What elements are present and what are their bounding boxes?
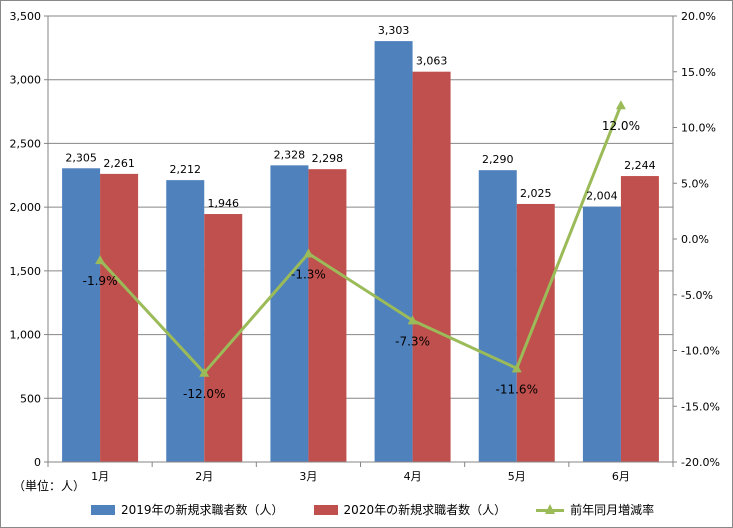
legend-label-2020: 2020年の新規求職者数（人） [343, 503, 507, 517]
y2-tick-label: 10.0% [681, 122, 716, 135]
bar-value-label: 3,303 [378, 24, 410, 37]
legend-swatch-rate [536, 503, 565, 515]
rate-marker [511, 363, 522, 373]
x-tick-label: 3月 [299, 470, 317, 483]
legend-label-rate: 前年同月増減率 [570, 503, 655, 517]
bar-value-label: 2,261 [103, 157, 135, 170]
bar [620, 176, 659, 462]
bar [516, 203, 555, 462]
rate-value-label: -12.0% [183, 387, 225, 401]
y2-tick-label: -5.0% [681, 289, 713, 302]
y2-tick-label: 20.0% [681, 10, 716, 23]
y2-tick-label: 0.0% [681, 233, 709, 246]
legend-swatch-2020 [313, 504, 338, 515]
rate-value-label: -1.9% [83, 274, 118, 288]
rate-marker [407, 315, 418, 325]
y-tick-label: 1,000 [10, 329, 42, 342]
legend-swatch-2019 [91, 504, 115, 515]
bar [100, 173, 139, 462]
data-labels: 2,305 2,212 2,328 3,303 2,290 2,004 2,261 1,946… [65, 24, 655, 401]
axes: 0 500 1,000 1,500 2,000 2,500 3,000 3,500 -20.0%… [10, 10, 720, 483]
bar-value-label: 2,328 [274, 148, 306, 161]
legend-item-2019: 2019年の新規求職者数（人） [91, 501, 284, 518]
rate-value-label: -1.3% [291, 267, 326, 281]
bar [62, 168, 101, 462]
y2-tick-label: -10.0% [681, 345, 720, 358]
bar-value-label: 2,298 [312, 152, 344, 165]
rate-value-label: -11.6% [496, 382, 538, 396]
bar [582, 206, 621, 462]
bar-value-label: 2,004 [586, 190, 618, 203]
bar-value-label: 2,290 [482, 153, 514, 166]
rate-marker [199, 367, 210, 377]
y2-tick-label: 15.0% [681, 66, 716, 79]
y-tick-label: 3,000 [10, 74, 42, 87]
bar-value-label: 3,063 [416, 55, 448, 68]
bar-value-label: 1,946 [208, 197, 240, 210]
bar-value-label: 2,305 [65, 151, 97, 164]
x-tick-label: 4月 [404, 470, 422, 483]
bar-value-label: 2,244 [624, 159, 656, 172]
legend-item-rate: 前年同月増減率 [536, 501, 654, 518]
grid-lines [48, 15, 673, 463]
rate-marker [95, 255, 106, 265]
rate-value-label: 12.0% [602, 119, 640, 133]
x-tick-label: 5月 [508, 470, 526, 483]
x-tick-label: 6月 [612, 470, 630, 483]
bar-series [62, 41, 659, 463]
y-tick-label: 2,500 [10, 137, 42, 150]
y-tick-label: 0 [34, 456, 41, 469]
rate-line [98, 104, 623, 375]
y-tick-label: 3,500 [10, 10, 42, 23]
x-tick-label: 1月 [91, 470, 109, 483]
bar [412, 71, 451, 463]
y-tick-label: 500 [20, 392, 41, 405]
bar [374, 41, 413, 463]
bar-value-label: 2,212 [170, 163, 202, 176]
unit-note: （単位：人） [13, 479, 86, 493]
bar [308, 169, 347, 463]
bar [166, 180, 205, 463]
y-tick-label: 2,000 [10, 201, 42, 214]
y2-tick-label: 5.0% [681, 177, 709, 190]
legend-item-2020: 2020年の新規求職者数（人） [313, 501, 507, 518]
rate-value-label: -7.3% [395, 334, 430, 348]
y2-tick-label: -15.0% [681, 400, 720, 413]
y2-tick-label: -20.0% [681, 456, 720, 469]
y-tick-label: 1,500 [10, 265, 42, 278]
bar-value-label: 2,025 [520, 187, 552, 200]
legend: 2019年の新規求職者数（人） 2020年の新規求職者数（人） 前年同月増減率 [91, 501, 684, 518]
rate-marker [615, 100, 626, 110]
bar [270, 165, 309, 462]
x-tick-label: 2月 [195, 470, 213, 483]
rate-marker [303, 248, 314, 258]
line-series [95, 100, 626, 377]
bar [478, 170, 517, 462]
legend-label-2019: 2019年の新規求職者数（人） [121, 503, 284, 517]
